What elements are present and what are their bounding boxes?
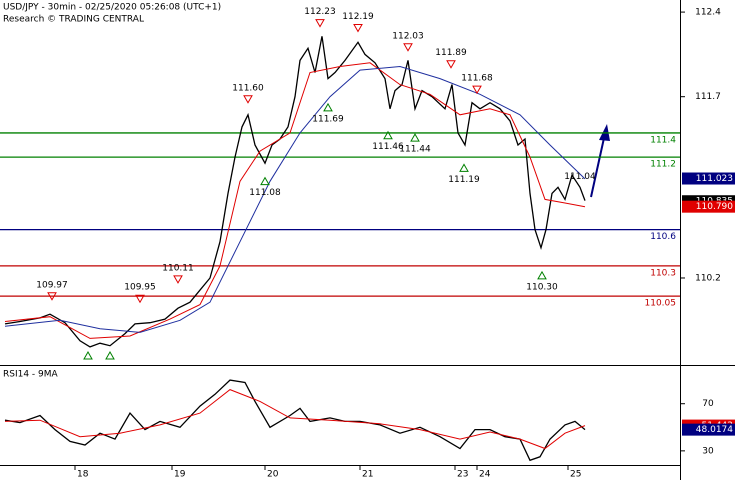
annotation-label: 110.11 bbox=[162, 263, 194, 273]
x-tick-label: 24 bbox=[479, 470, 491, 480]
price-tag-label: 110.790 bbox=[696, 202, 733, 212]
annotation-label: 111.46 bbox=[372, 142, 404, 152]
low-marker bbox=[537, 270, 547, 280]
series-line bbox=[4, 62, 586, 339]
series-line bbox=[4, 36, 586, 348]
annotation-label: 111.68 bbox=[461, 74, 493, 84]
low-marker bbox=[383, 130, 393, 140]
chart-title: USD/JPY - 30min - 02/25/2020 05:26:08 (U… bbox=[3, 3, 221, 13]
annotation-label: 110.30 bbox=[526, 282, 558, 292]
y-tick-label: 110.2 bbox=[695, 273, 721, 283]
low-marker bbox=[105, 350, 115, 360]
annotation-label: 111.69 bbox=[312, 114, 344, 124]
level-label: 111.2 bbox=[650, 160, 676, 170]
x-tick-label: 18 bbox=[77, 470, 89, 480]
annotation-label: 112.19 bbox=[342, 12, 374, 22]
y-tick-label: 111.7 bbox=[695, 92, 721, 102]
x-tick-label: 25 bbox=[570, 470, 581, 480]
annotation-label: 111.44 bbox=[399, 145, 431, 155]
y-tick-label: 112.4 bbox=[695, 8, 721, 18]
x-tick-label: 20 bbox=[267, 470, 279, 480]
price-tag bbox=[682, 172, 735, 185]
y-tick-label: 30 bbox=[702, 446, 714, 456]
annotation-label: 112.23 bbox=[304, 7, 336, 17]
annotation-label: 111.60 bbox=[232, 83, 264, 93]
rsi-title: RSI14 - 9MA bbox=[3, 370, 59, 380]
x-tick-label: 19 bbox=[174, 470, 186, 480]
annotation-label: 109.95 bbox=[124, 283, 156, 293]
high-marker bbox=[403, 43, 413, 52]
low-marker bbox=[260, 176, 270, 186]
high-marker bbox=[446, 60, 456, 69]
price-tag bbox=[682, 423, 735, 436]
annotation-label: 111.89 bbox=[435, 48, 467, 58]
price-tag-label: 111.023 bbox=[696, 174, 733, 184]
series-line bbox=[4, 389, 586, 450]
annotation-label: 111.04 bbox=[564, 172, 596, 182]
price-tag-label: 48.0174 bbox=[696, 425, 733, 435]
high-marker bbox=[315, 19, 325, 28]
price-tag bbox=[682, 200, 735, 213]
high-marker bbox=[472, 85, 482, 95]
level-label: 110.6 bbox=[650, 232, 676, 242]
level-label: 111.4 bbox=[650, 135, 676, 145]
forecast-arrow bbox=[590, 137, 605, 198]
high-marker bbox=[47, 292, 57, 301]
series-line bbox=[4, 65, 586, 333]
annotation-label: 109.97 bbox=[36, 280, 68, 290]
high-marker bbox=[353, 23, 363, 33]
level-label: 110.05 bbox=[645, 299, 677, 309]
high-marker bbox=[173, 275, 183, 284]
low-marker bbox=[323, 102, 333, 112]
annotation-label: 111.19 bbox=[448, 175, 480, 185]
chart-subtitle: Research © TRADING CENTRAL bbox=[3, 15, 144, 25]
annotation-label: 112.03 bbox=[392, 31, 424, 41]
x-tick-label: 21 bbox=[362, 470, 373, 480]
high-marker bbox=[135, 294, 145, 304]
low-marker bbox=[83, 350, 93, 360]
level-label: 110.3 bbox=[650, 268, 676, 278]
x-tick-label: 23 bbox=[457, 470, 468, 480]
low-marker bbox=[410, 133, 420, 142]
high-marker bbox=[243, 95, 253, 104]
annotation-label: 111.08 bbox=[249, 188, 281, 198]
y-tick-label: 70 bbox=[702, 399, 714, 409]
low-marker bbox=[459, 163, 469, 172]
